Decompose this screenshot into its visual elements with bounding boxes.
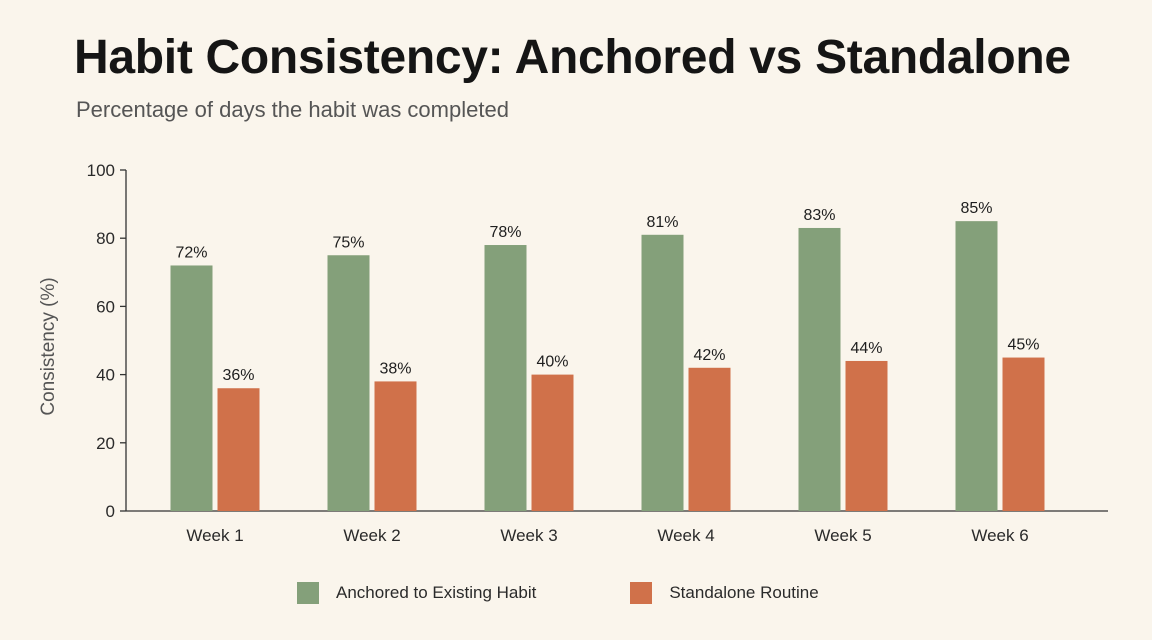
y-axis-title: Consistency (%) — [38, 277, 59, 415]
x-tick-label: Week 4 — [657, 526, 714, 545]
y-tick-label: 80 — [96, 229, 115, 248]
y-tick-label: 40 — [96, 366, 115, 385]
x-tick-label: Week 1 — [186, 526, 243, 545]
data-label-standalone: 42% — [693, 347, 725, 364]
legend-label-standalone: Standalone Routine — [669, 583, 819, 602]
y-tick-label: 20 — [96, 434, 115, 453]
legend-item-standalone: Standalone Routine — [630, 582, 819, 604]
bar-standalone-week-1 — [217, 388, 260, 511]
data-label-standalone: 38% — [379, 360, 411, 377]
data-label-standalone: 45% — [1007, 337, 1039, 354]
bar-anchored-week-4 — [641, 234, 684, 512]
data-label-standalone: 40% — [536, 354, 568, 371]
data-label-anchored: 75% — [332, 234, 364, 251]
y-tick-label: 0 — [106, 502, 115, 521]
data-label-standalone: 44% — [850, 340, 882, 357]
x-tick-label: Week 5 — [814, 526, 871, 545]
bar-standalone-week-2 — [374, 381, 417, 511]
y-tick-label: 100 — [87, 161, 115, 180]
bar-anchored-week-2 — [327, 255, 370, 511]
data-label-anchored: 72% — [175, 244, 207, 261]
data-label-anchored: 85% — [960, 200, 992, 217]
x-tick-label: Week 2 — [343, 526, 400, 545]
chart-subtitle: Percentage of days the habit was complet… — [76, 97, 509, 122]
bar-anchored-week-6 — [955, 221, 998, 511]
bar-anchored-week-1 — [170, 265, 213, 511]
data-label-anchored: 81% — [646, 214, 678, 231]
bar-standalone-week-6 — [1002, 357, 1045, 511]
legend-swatch-anchored — [297, 582, 319, 604]
legend-swatch-standalone — [630, 582, 653, 604]
legend-label-anchored: Anchored to Existing Habit — [336, 583, 537, 602]
y-tick-label: 60 — [96, 297, 115, 316]
bar-standalone-week-5 — [845, 360, 888, 511]
x-tick-label: Week 6 — [971, 526, 1028, 545]
data-label-standalone: 36% — [222, 367, 254, 384]
chart-legend: Anchored to Existing Habit Standalone Ro… — [297, 582, 819, 604]
bar-anchored-week-3 — [484, 245, 527, 511]
data-label-anchored: 78% — [489, 224, 521, 241]
bar-standalone-week-4 — [688, 367, 731, 511]
data-label-anchored: 83% — [803, 207, 835, 224]
legend-item-anchored: Anchored to Existing Habit — [297, 582, 536, 604]
bar-anchored-week-5 — [798, 227, 841, 511]
bar-standalone-week-3 — [531, 374, 574, 511]
x-tick-label: Week 3 — [500, 526, 557, 545]
chart-title: Habit Consistency: Anchored vs Standalon… — [74, 31, 1071, 84]
